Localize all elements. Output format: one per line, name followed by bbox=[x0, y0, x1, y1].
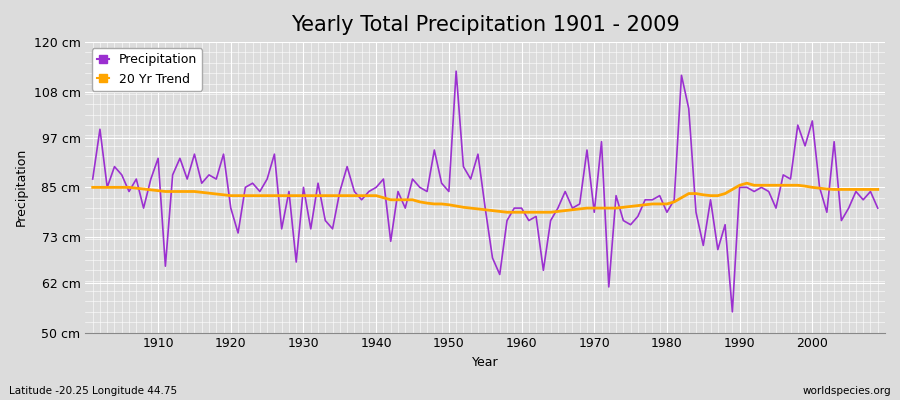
Precipitation bbox=[451, 69, 462, 74]
20 Yr Trend bbox=[517, 210, 527, 215]
Precipitation bbox=[305, 226, 316, 231]
X-axis label: Year: Year bbox=[472, 356, 499, 369]
Line: Precipitation: Precipitation bbox=[93, 71, 878, 312]
Text: worldspecies.org: worldspecies.org bbox=[803, 386, 891, 396]
Precipitation bbox=[517, 206, 527, 210]
20 Yr Trend bbox=[305, 193, 316, 198]
Y-axis label: Precipitation: Precipitation bbox=[15, 148, 28, 226]
Title: Yearly Total Precipitation 1901 - 2009: Yearly Total Precipitation 1901 - 2009 bbox=[291, 15, 680, 35]
Precipitation bbox=[727, 310, 738, 314]
Precipitation bbox=[349, 189, 360, 194]
20 Yr Trend bbox=[742, 181, 752, 186]
20 Yr Trend bbox=[501, 210, 512, 215]
20 Yr Trend bbox=[146, 188, 157, 192]
20 Yr Trend bbox=[610, 206, 621, 210]
Text: Latitude -20.25 Longitude 44.75: Latitude -20.25 Longitude 44.75 bbox=[9, 386, 177, 396]
20 Yr Trend bbox=[524, 210, 535, 215]
Precipitation bbox=[146, 177, 157, 182]
20 Yr Trend bbox=[349, 193, 360, 198]
Precipitation bbox=[872, 206, 883, 210]
20 Yr Trend bbox=[872, 187, 883, 192]
Precipitation bbox=[524, 218, 535, 223]
Precipitation bbox=[87, 177, 98, 182]
Precipitation bbox=[610, 193, 621, 198]
20 Yr Trend bbox=[87, 185, 98, 190]
Legend: Precipitation, 20 Yr Trend: Precipitation, 20 Yr Trend bbox=[92, 48, 202, 91]
Line: 20 Yr Trend: 20 Yr Trend bbox=[93, 183, 878, 212]
